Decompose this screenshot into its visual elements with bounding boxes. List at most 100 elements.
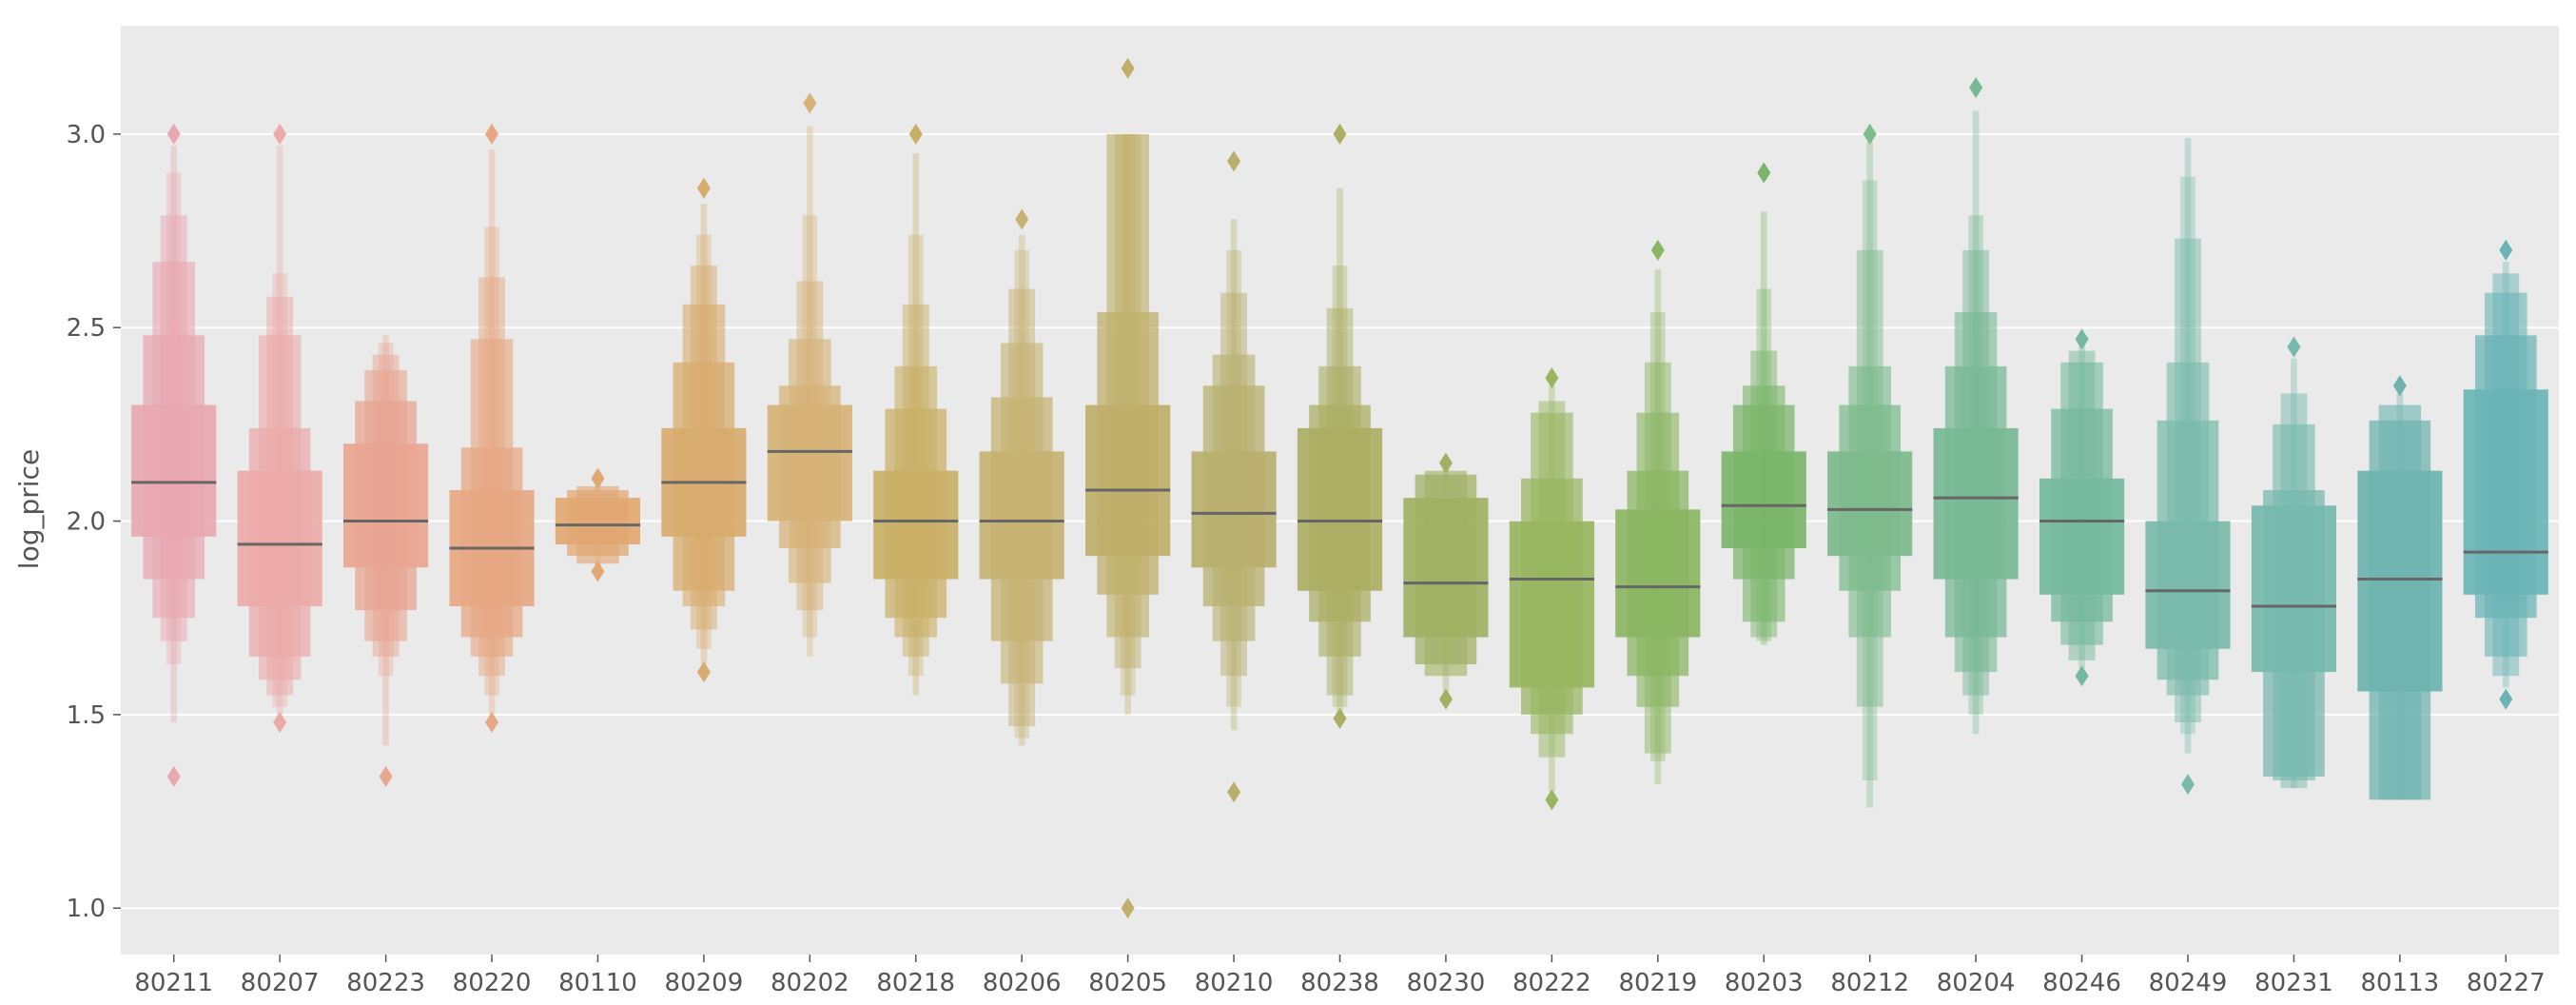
boxen-group-80203	[1721, 162, 1806, 645]
boxen-group-80205	[1085, 57, 1171, 919]
x-tick-label: 80218	[876, 969, 955, 997]
outlier-point	[1227, 150, 1241, 172]
boxen-box	[237, 470, 322, 606]
boxen-group-80227	[2463, 239, 2548, 710]
boxen-group-80222	[1509, 367, 1594, 811]
boxen-box	[1509, 521, 1594, 688]
boxen-group-80220	[449, 123, 535, 733]
boxen-box	[2463, 389, 2548, 595]
boxen-group-80219	[1615, 239, 1701, 785]
outlier-point	[1757, 162, 1771, 184]
boxen-group-80212	[1827, 123, 1913, 808]
outlier-point	[1121, 57, 1135, 79]
x-tick-label: 80238	[1300, 969, 1379, 997]
x-tick-label: 80207	[241, 969, 320, 997]
y-tick-label: 1.5	[67, 701, 106, 730]
boxen-group-80207	[237, 123, 322, 733]
boxen-box	[1827, 451, 1913, 557]
x-tick-label: 80202	[771, 969, 849, 997]
outlier-point	[1121, 897, 1135, 919]
outlier-point	[2180, 774, 2195, 796]
boxen-box	[555, 498, 641, 544]
boxen-box	[873, 470, 959, 580]
outlier-point	[1650, 239, 1665, 261]
outlier-point	[1015, 208, 1029, 230]
x-tick-label: 80206	[983, 969, 1062, 997]
boxen-group-80230	[1403, 452, 1489, 710]
x-tick-label: 80222	[1512, 969, 1591, 997]
boxen-group-80110	[555, 467, 641, 582]
boxen-group-80231	[2251, 336, 2336, 789]
boxen-group-80209	[661, 177, 747, 683]
outlier-point	[803, 92, 817, 114]
y-tick-labels: 1.0 1.5 2.0 2.5 3.0	[67, 121, 121, 923]
x-tick-label: 80220	[453, 969, 532, 997]
boxen-group-80211	[131, 123, 217, 787]
outlier-point	[2392, 375, 2407, 397]
outlier-point	[273, 123, 287, 145]
x-tick-label: 80110	[558, 969, 637, 997]
boxen-group-80238	[1297, 123, 1383, 729]
boxen-box	[1085, 404, 1171, 557]
y-tick-label: 3.0	[67, 121, 106, 149]
x-tick-label: 80204	[1937, 969, 2016, 997]
boxen-box	[2145, 521, 2231, 649]
x-tick-label: 80205	[1088, 969, 1167, 997]
outlier-point	[379, 765, 393, 787]
outlier-point	[2075, 328, 2089, 350]
outlier-point	[1863, 123, 1877, 145]
y-tick-label: 2.5	[67, 314, 106, 343]
boxen-group-80210	[1191, 150, 1277, 803]
boxen-box	[1721, 451, 1806, 548]
x-tick-label: 80223	[346, 969, 425, 997]
x-tick-label: 80246	[2042, 969, 2121, 997]
boxen-box	[131, 404, 217, 537]
x-tick-label: 80203	[1725, 969, 1804, 997]
x-tick-label: 80212	[1830, 969, 1909, 997]
outlier-point	[1438, 452, 1453, 474]
outlier-point	[1333, 123, 1347, 145]
boxen-box	[1403, 498, 1489, 638]
boxen-box	[1933, 427, 2019, 580]
boxen-box	[2039, 478, 2125, 595]
outlier-point	[2499, 239, 2513, 261]
x-tick-label: 80230	[1407, 969, 1486, 997]
outlier-point	[696, 177, 711, 199]
x-tick-label: 80113	[2360, 969, 2439, 997]
outlier-point	[2075, 665, 2089, 687]
outlier-point	[1438, 688, 1453, 710]
outlier-point	[273, 712, 287, 733]
x-tick-label: 80249	[2149, 969, 2228, 997]
outlier-point	[908, 123, 923, 145]
x-tick-label: 80209	[665, 969, 744, 997]
outlier-point	[2499, 688, 2513, 710]
outlier-point	[2287, 336, 2301, 358]
boxen-group-80202	[767, 92, 852, 657]
boxen-marks	[131, 57, 2548, 919]
x-tick-labels: 80211 80207 80223 80220 80110 80209 80202 80218…	[134, 955, 2546, 997]
boxen-group-80223	[343, 335, 429, 787]
boxen-group-80249	[2145, 137, 2231, 796]
outlier-point	[1227, 781, 1241, 803]
boxen-box	[979, 451, 1064, 580]
boxen-box	[1191, 451, 1277, 568]
boxen-box	[343, 443, 429, 568]
outlier-point	[166, 765, 181, 787]
x-tick-label: 80219	[1618, 969, 1697, 997]
boxen-group-80204	[1933, 77, 2019, 735]
boxen-group-80218	[873, 123, 959, 696]
boxen-box	[1297, 427, 1383, 591]
y-tick-label: 2.0	[67, 508, 106, 537]
outlier-point	[1969, 77, 1983, 99]
outlier-point	[485, 123, 499, 145]
x-tick-label: 80210	[1195, 969, 1274, 997]
boxen-group-80246	[2039, 328, 2125, 687]
boxen-box	[767, 404, 852, 522]
x-tick-label: 80211	[134, 969, 213, 997]
boxen-group-80113	[2357, 375, 2443, 800]
outlier-point	[166, 123, 181, 145]
outlier-point	[485, 712, 499, 733]
outlier-point	[1333, 707, 1347, 729]
outlier-point	[1545, 789, 1559, 811]
